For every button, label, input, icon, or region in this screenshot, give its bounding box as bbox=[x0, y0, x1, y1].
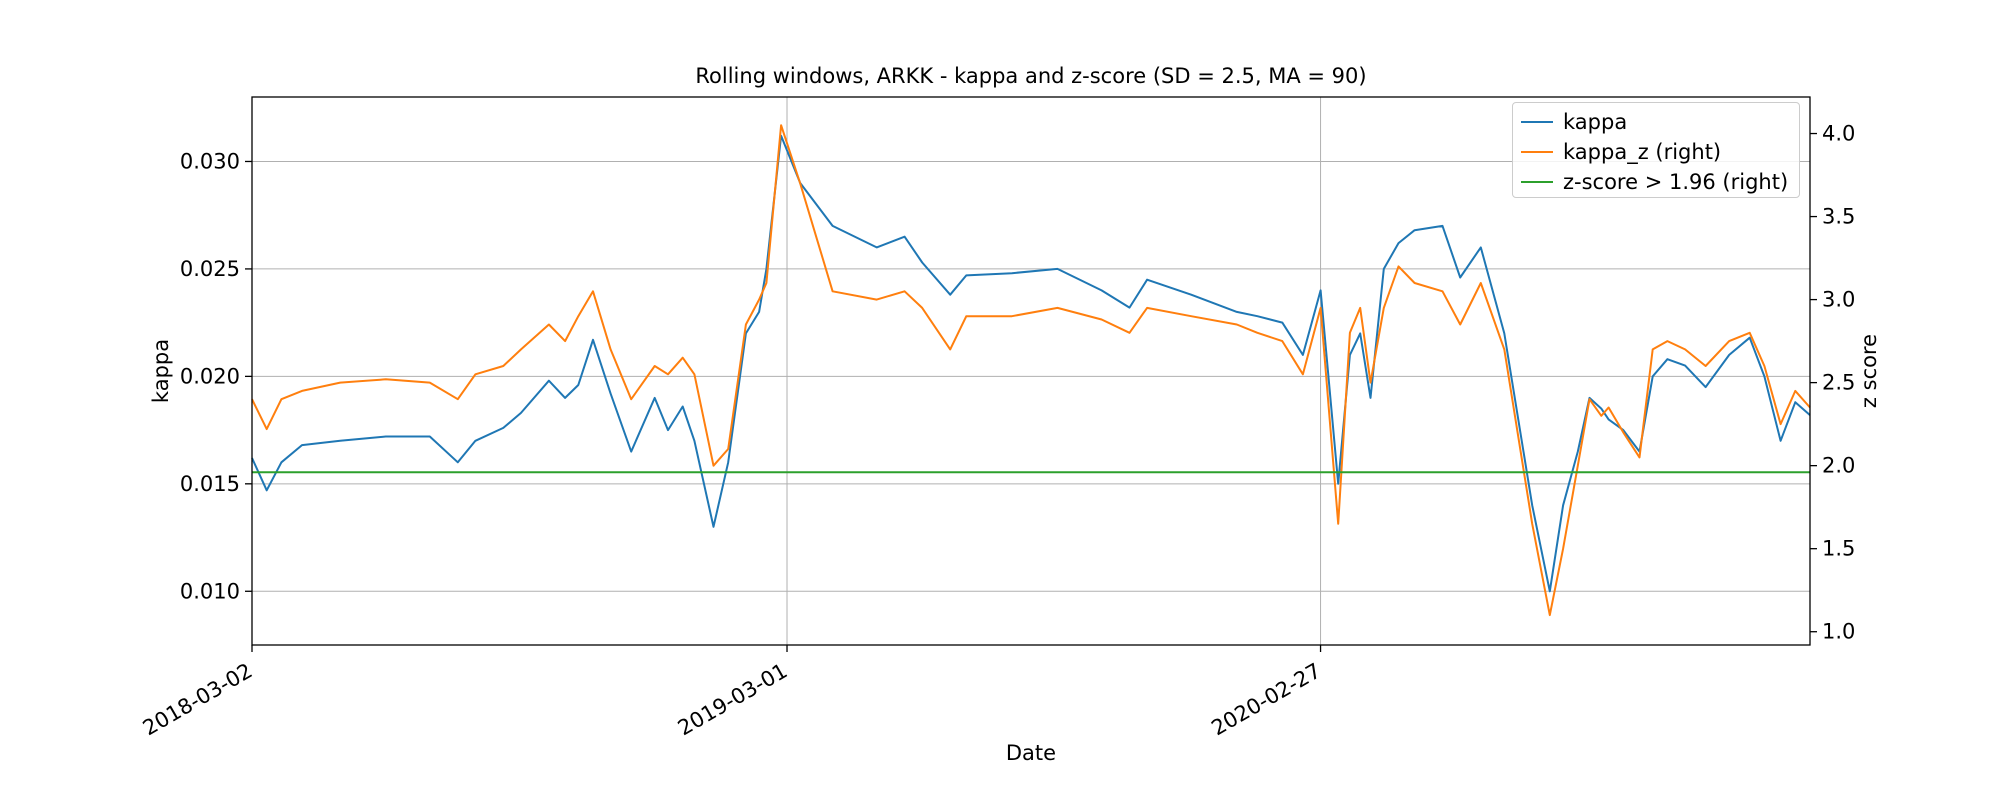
legend-swatch-kappa bbox=[1521, 121, 1553, 123]
series-line-0 bbox=[251, 134, 1811, 593]
x-tick-label: 2018-03-02 bbox=[139, 659, 257, 741]
series-lines bbox=[251, 124, 1811, 617]
x-tick-label: 2019-03-01 bbox=[674, 659, 792, 741]
y-right-tick-label: 3.0 bbox=[1822, 288, 1855, 312]
legend-label-kappa: kappa bbox=[1563, 110, 1628, 134]
y-tick-label: 0.025 bbox=[180, 257, 240, 281]
legend-item-kappa-z: kappa_z (right) bbox=[1521, 137, 1791, 167]
y-right-tick-label: 2.5 bbox=[1822, 371, 1855, 395]
chart-legend: kappa kappa_z (right) z-score > 1.96 (ri… bbox=[1512, 102, 1800, 198]
legend-item-kappa: kappa bbox=[1521, 107, 1791, 137]
y-axis-label: kappa bbox=[149, 339, 173, 403]
legend-swatch-threshold bbox=[1521, 181, 1553, 183]
legend-swatch-kappa-z bbox=[1521, 151, 1553, 153]
chart-title: Rolling windows, ARKK - kappa and z-scor… bbox=[695, 64, 1366, 88]
legend-item-threshold: z-score > 1.96 (right) bbox=[1521, 167, 1791, 197]
y-right-tick-label: 1.5 bbox=[1822, 537, 1855, 561]
y-right-tick-label: 2.0 bbox=[1822, 454, 1855, 478]
axis-ticks: 0.010 0.015 0.020 0.025 0.030 1.0 1.5 2.0 2.5 3.0… bbox=[139, 122, 1856, 741]
legend-label-kappa-z: kappa_z (right) bbox=[1563, 140, 1722, 164]
x-tick-label: 2020-02-27 bbox=[1207, 659, 1325, 741]
y-tick-label: 0.030 bbox=[180, 149, 240, 173]
y-tick-label: 0.020 bbox=[180, 364, 240, 388]
plot-frame bbox=[251, 96, 1811, 646]
x-axis-label: Date bbox=[1006, 741, 1056, 765]
y-axis-right-label: z score bbox=[1857, 334, 1881, 408]
legend-label-threshold: z-score > 1.96 (right) bbox=[1563, 170, 1789, 194]
y-right-tick-label: 1.0 bbox=[1822, 620, 1855, 644]
y-tick-label: 0.010 bbox=[180, 579, 240, 603]
y-right-tick-label: 4.0 bbox=[1822, 122, 1855, 146]
y-right-tick-label: 3.5 bbox=[1822, 205, 1855, 229]
y-tick-label: 0.015 bbox=[180, 472, 240, 496]
series-line-1 bbox=[251, 124, 1811, 617]
